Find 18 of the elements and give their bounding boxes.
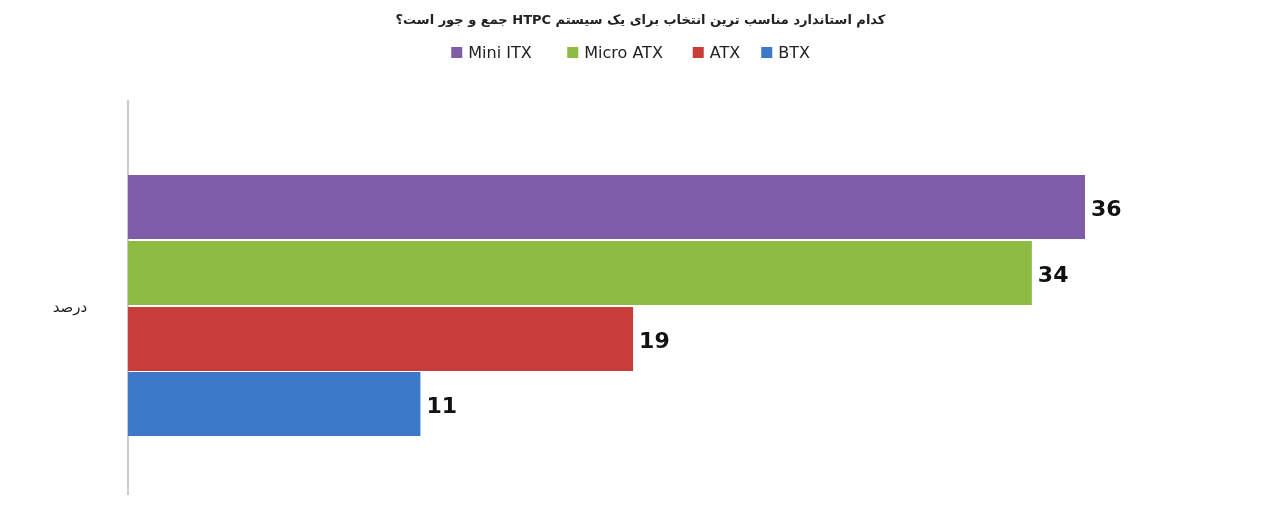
legend-item: BTX — [761, 43, 810, 62]
legend-label: Mini ITX — [468, 43, 532, 62]
data-label: 19 — [639, 327, 670, 353]
bar — [128, 307, 634, 371]
data-label: 34 — [1037, 261, 1069, 287]
bar — [128, 175, 1085, 239]
legend-item: Mini ITX — [451, 43, 532, 62]
y-axis-title: درصد — [52, 297, 88, 316]
bar — [128, 241, 1032, 305]
bar — [128, 372, 421, 436]
legend-label: BTX — [778, 43, 810, 62]
data-label: 11 — [426, 392, 458, 418]
legend-label: Micro ATX — [584, 43, 663, 62]
legend-item: Micro ATX — [567, 43, 663, 62]
legend-item: ATX — [692, 43, 741, 62]
title: کدام استاندارد مناسب ترین انتخاب برای یک سیستم HTPC جمع و جور است؟ — [395, 12, 886, 27]
data-label: 36 — [1091, 195, 1122, 221]
legend-label: ATX — [709, 43, 741, 62]
